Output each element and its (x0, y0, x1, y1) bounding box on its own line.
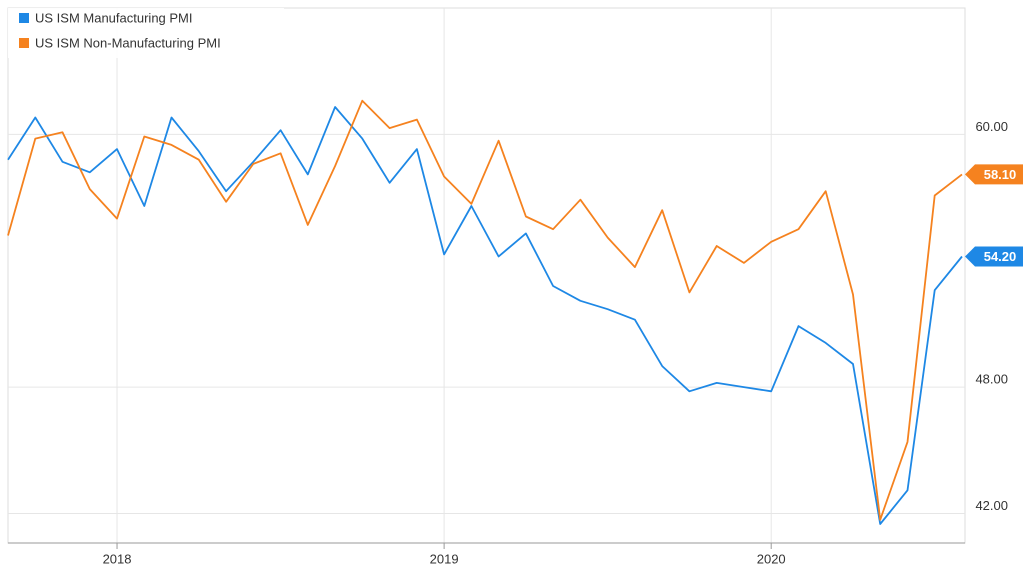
line-series (7, 99, 963, 521)
x-tick-label: 2020 (757, 551, 786, 566)
legend-swatch (19, 13, 29, 23)
plot-area (7, 7, 966, 544)
y-tick-label: 42.00 (975, 498, 1008, 513)
value-label: 54.20 (984, 249, 1017, 264)
legend-label: US ISM Non-Manufacturing PMI (35, 35, 221, 50)
value-badge-shape (965, 246, 1023, 267)
y-tick-label: 60.00 (975, 119, 1008, 134)
y-tick-label: 48.00 (975, 372, 1008, 387)
value-badge: 58.10 (965, 164, 1023, 185)
legend-box (8, 8, 284, 58)
legend-swatch (19, 38, 29, 48)
value-badge: 54.20 (965, 246, 1023, 267)
legend: US ISM Manufacturing PMI US ISM Non-Manuf… (8, 8, 284, 58)
value-label: 58.10 (984, 167, 1017, 182)
legend-label: US ISM Manufacturing PMI (35, 10, 193, 25)
value-badge-shape (965, 164, 1023, 185)
x-tick-label: 2019 (430, 551, 459, 566)
x-tick-label: 2018 (103, 551, 132, 566)
line-series (7, 106, 963, 525)
